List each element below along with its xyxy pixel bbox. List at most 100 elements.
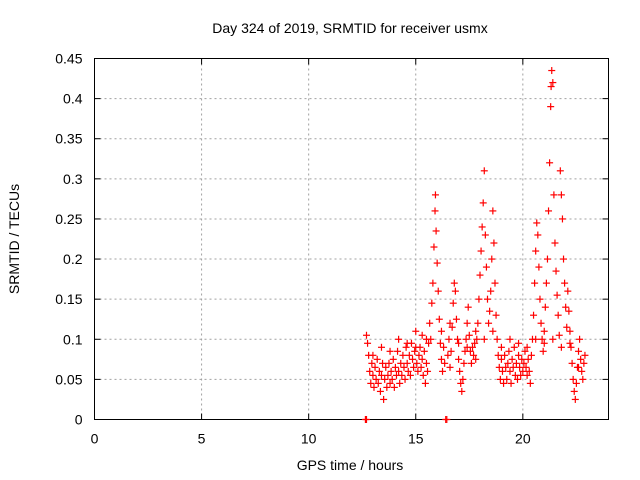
data-point xyxy=(383,383,391,391)
data-point xyxy=(474,319,482,327)
y-tick-label: 0.4 xyxy=(63,91,83,107)
data-point xyxy=(540,339,548,347)
data-point xyxy=(395,335,403,343)
data-point xyxy=(570,387,578,395)
data-point xyxy=(399,351,407,359)
data-point xyxy=(526,379,534,387)
data-point xyxy=(569,375,577,383)
data-point xyxy=(577,355,585,363)
data-point xyxy=(505,347,513,355)
data-point xyxy=(403,359,411,367)
y-axis-label: SRMTID / TECUs xyxy=(6,184,22,294)
data-point xyxy=(554,311,562,319)
x-tick-label: 0 xyxy=(91,431,99,447)
data-point xyxy=(545,207,553,215)
data-point xyxy=(567,343,575,351)
data-point xyxy=(465,331,473,339)
data-point xyxy=(571,395,579,403)
data-point xyxy=(576,335,584,343)
data-point xyxy=(413,359,421,367)
data-point xyxy=(434,287,442,295)
data-point xyxy=(437,327,445,335)
data-point xyxy=(371,363,379,371)
data-point xyxy=(402,343,410,351)
data-point xyxy=(507,379,515,387)
data-point xyxy=(374,379,382,387)
data-point xyxy=(524,355,532,363)
data-point xyxy=(501,351,509,359)
x-tick-label: 5 xyxy=(198,431,206,447)
data-point xyxy=(580,359,588,367)
data-point xyxy=(527,351,535,359)
data-point xyxy=(456,367,464,375)
data-point xyxy=(412,343,420,351)
data-point xyxy=(506,367,514,375)
data-point xyxy=(487,287,495,295)
data-point xyxy=(518,355,526,363)
data-point xyxy=(394,347,402,355)
data-point xyxy=(433,259,441,267)
data-point xyxy=(403,339,411,347)
data-point xyxy=(451,287,459,295)
data-point xyxy=(496,375,504,383)
data-point xyxy=(415,351,423,359)
data-point xyxy=(552,267,560,275)
data-point xyxy=(557,343,565,351)
data-point xyxy=(540,327,548,335)
data-point xyxy=(366,367,374,375)
data-point xyxy=(521,347,529,355)
data-point xyxy=(429,279,437,287)
data-point xyxy=(382,363,390,371)
data-point xyxy=(536,295,544,303)
data-point xyxy=(414,367,422,375)
data-point xyxy=(389,355,397,363)
data-point xyxy=(410,363,418,371)
data-point xyxy=(491,279,499,287)
data-point xyxy=(502,363,510,371)
data-point xyxy=(519,367,527,375)
data-point xyxy=(495,363,503,371)
data-point xyxy=(466,347,474,355)
data-point xyxy=(369,371,377,379)
data-point xyxy=(444,351,452,359)
data-point xyxy=(566,339,574,347)
data-point xyxy=(500,379,508,387)
data-point xyxy=(563,323,571,331)
data-point xyxy=(509,363,517,371)
data-point xyxy=(551,239,559,247)
data-point xyxy=(450,279,458,287)
data-point xyxy=(364,339,372,347)
data-point xyxy=(417,363,425,371)
data-point xyxy=(508,355,516,363)
data-point xyxy=(401,375,409,383)
data-point xyxy=(503,375,511,383)
data-point xyxy=(471,339,479,347)
data-point xyxy=(436,339,444,347)
data-point xyxy=(541,303,549,311)
data-point xyxy=(422,335,430,343)
data-point xyxy=(472,355,480,363)
data-point xyxy=(515,351,523,359)
data-point xyxy=(428,299,436,307)
data-point xyxy=(578,367,586,375)
data-point xyxy=(421,379,429,387)
data-point xyxy=(387,367,395,375)
data-point xyxy=(464,303,472,311)
data-point xyxy=(426,319,434,327)
data-point xyxy=(362,416,370,423)
data-point xyxy=(534,231,542,239)
data-point xyxy=(375,367,383,375)
data-point xyxy=(458,387,466,395)
data-point xyxy=(449,299,457,307)
data-point xyxy=(443,416,451,423)
data-point xyxy=(581,351,589,359)
x-tick-label: 20 xyxy=(515,431,531,447)
y-tick-label: 0.15 xyxy=(55,291,82,307)
data-point xyxy=(548,67,556,75)
data-point xyxy=(457,379,465,387)
data-point xyxy=(447,347,455,355)
data-point xyxy=(384,371,392,379)
data-point xyxy=(492,311,500,319)
data-point xyxy=(373,355,381,363)
